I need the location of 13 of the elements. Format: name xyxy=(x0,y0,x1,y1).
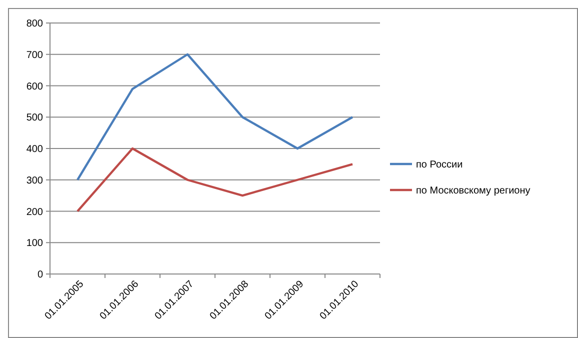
legend-label: по России xyxy=(416,160,463,170)
y-tick-label: 800 xyxy=(26,18,44,30)
y-tick-label: 300 xyxy=(26,175,44,186)
y-tick-label: 200 xyxy=(26,206,44,218)
y-tick-label: 100 xyxy=(26,238,44,250)
y-tick-label: 600 xyxy=(26,81,44,92)
y-tick-label: 0 xyxy=(37,270,44,280)
legend-label: по Московскому региону xyxy=(416,186,530,196)
y-tick-label: 500 xyxy=(26,112,44,124)
y-tick-label: 700 xyxy=(26,50,44,61)
line-series xyxy=(76,147,354,212)
y-tick-label: 400 xyxy=(26,144,44,155)
line-series xyxy=(76,53,354,181)
